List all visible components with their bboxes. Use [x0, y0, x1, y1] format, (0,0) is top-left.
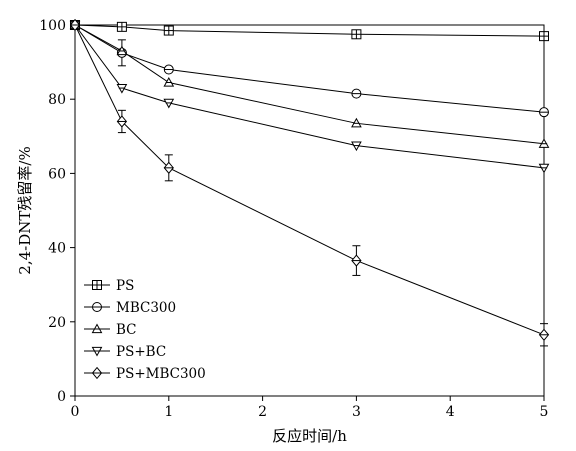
legend-marker-ps-bc [91, 346, 103, 357]
data-point-ps-bc [116, 83, 128, 94]
legend-item-ps-mbc300: PS+MBC300 [84, 366, 206, 382]
data-point-ps-mbc300 [69, 18, 81, 32]
data-point-bc [538, 138, 550, 148]
series-line-ps-bc [74, 24, 545, 169]
legend-item-ps-bc: PS+BC [84, 344, 166, 360]
data-point-ps-mbc300 [538, 328, 550, 341]
series-mbc300 [70, 20, 549, 118]
data-point-mbc300 [163, 64, 174, 75]
series-layer [69, 18, 550, 347]
y-axis-title: 2,4-DNT残留率/% [16, 146, 34, 274]
y-tick-label: 20 [48, 315, 66, 331]
x-tick-label: 3 [352, 404, 361, 420]
legend-label: MBC300 [116, 300, 176, 316]
data-point-ps [116, 21, 127, 32]
series-bc [69, 19, 550, 148]
y-tick-label: 80 [48, 92, 66, 108]
legend-item-mbc300: MBC300 [84, 300, 176, 316]
legend-marker-ps-mbc300 [91, 366, 103, 380]
data-point-ps [163, 25, 174, 36]
y-tick-label: 100 [39, 18, 66, 34]
legend-label: PS+MBC300 [116, 366, 206, 382]
data-point-mbc300 [539, 107, 549, 118]
data-point-bc [163, 76, 175, 87]
x-tick-label: 1 [164, 404, 173, 420]
data-point-ps-bc [163, 98, 175, 109]
data-point-ps-bc [538, 163, 550, 174]
legend-marker-ps [92, 280, 102, 290]
x-tick-label: 2 [258, 404, 267, 420]
x-tick-label: 4 [446, 404, 455, 420]
data-point-ps-bc [351, 141, 362, 152]
data-point-ps-mbc300 [351, 254, 362, 267]
series-ps-bc [69, 20, 550, 174]
data-point-ps-mbc300 [116, 115, 128, 128]
legend-label: PS [116, 278, 134, 294]
plot-area: 0 1 2 3 4 5 0 20 40 60 80 100 [39, 18, 550, 420]
legend: PS MBC300 BC PS+BC PS+MBC300 [84, 278, 206, 382]
data-point-bc [116, 45, 128, 56]
data-point-bc [351, 117, 362, 128]
legend-label: BC [116, 322, 137, 338]
y-axis: 0 20 40 60 80 100 [39, 18, 75, 405]
series-line-ps [74, 24, 545, 37]
data-point-ps [539, 31, 549, 42]
x-tick-label: 5 [540, 404, 549, 420]
x-tick-label: 0 [71, 404, 80, 420]
legend-marker-bc [91, 323, 103, 334]
x-axis: 0 1 2 3 4 5 [71, 396, 549, 420]
legend-item-ps: PS [84, 278, 134, 294]
series-ps [70, 20, 549, 42]
y-tick-label: 0 [57, 389, 66, 405]
data-point-ps [351, 29, 362, 40]
legend-marker-mbc300 [92, 302, 102, 312]
data-point-ps-mbc300 [163, 161, 174, 175]
legend-label: PS+BC [116, 344, 166, 360]
x-axis-title: 反应时间/h [272, 427, 347, 445]
series-line-bc [74, 24, 545, 145]
data-point-mbc300 [351, 88, 362, 99]
legend-item-bc: BC [84, 322, 137, 338]
y-tick-label: 60 [48, 166, 66, 182]
series-line-ps-mbc300 [74, 24, 545, 336]
plot-frame [74, 24, 545, 397]
series-line-mbc300 [74, 24, 545, 113]
series-ps-mbc300 [69, 18, 550, 347]
y-tick-label: 40 [48, 241, 66, 257]
